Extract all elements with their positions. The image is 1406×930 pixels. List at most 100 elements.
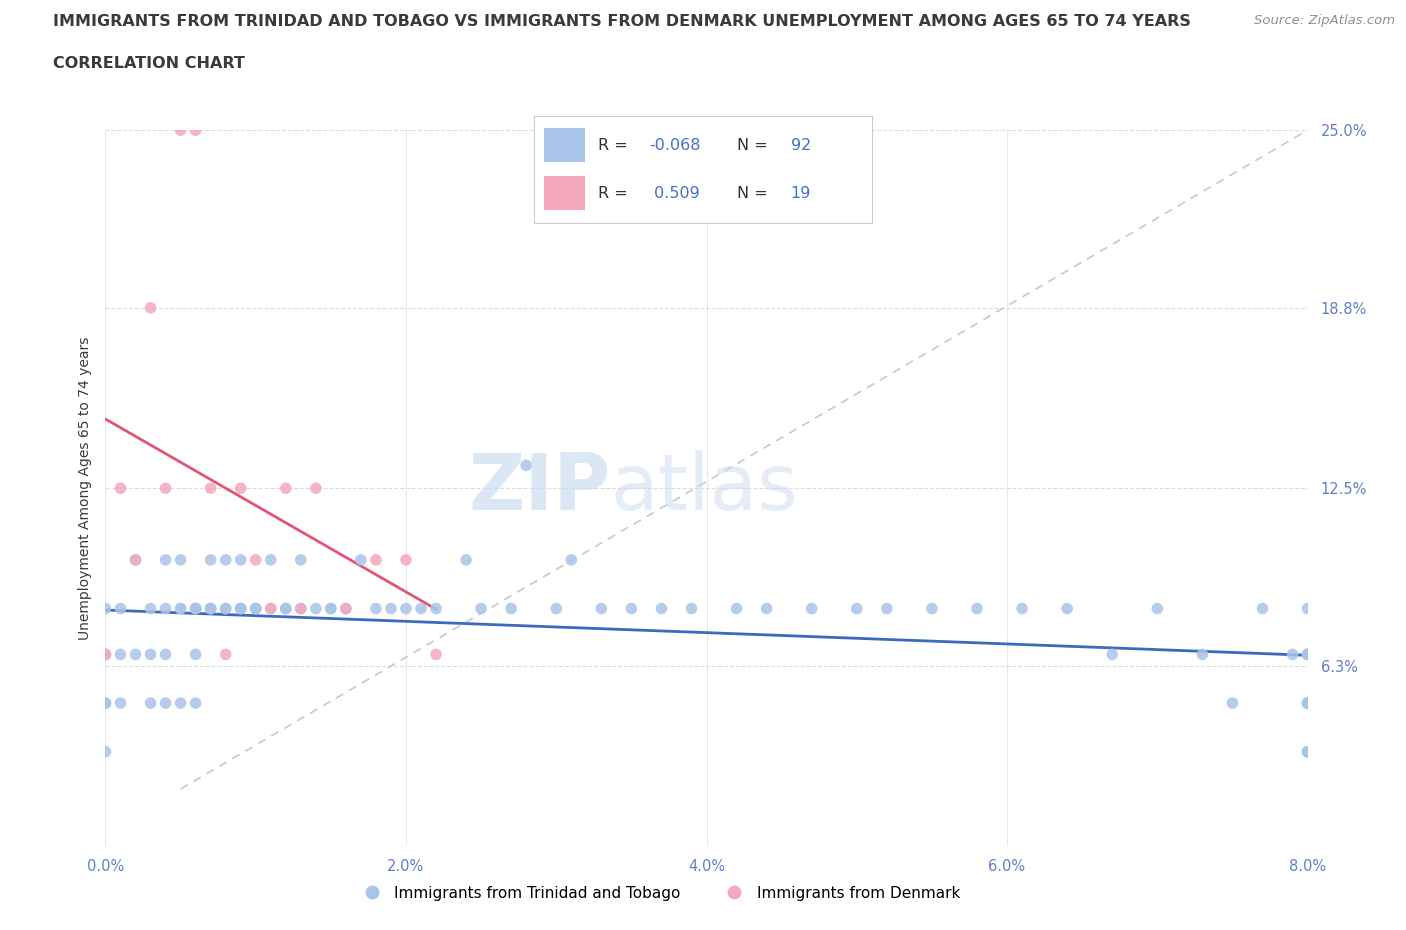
Point — [454, 552, 477, 567]
Text: Source: ZipAtlas.com: Source: ZipAtlas.com — [1254, 14, 1395, 27]
Point — [1101, 647, 1123, 662]
Point — [200, 481, 222, 496]
Point — [319, 601, 342, 616]
Point — [290, 601, 312, 616]
Point — [94, 647, 117, 662]
Text: 92: 92 — [790, 138, 811, 153]
Point — [200, 552, 222, 567]
Point — [169, 601, 191, 616]
Point — [966, 601, 988, 616]
Point — [425, 601, 447, 616]
Point — [1222, 696, 1244, 711]
Text: 0.509: 0.509 — [650, 186, 700, 201]
Point — [1296, 696, 1319, 711]
Point — [155, 552, 177, 567]
Text: CORRELATION CHART: CORRELATION CHART — [53, 56, 245, 71]
Point — [620, 601, 643, 616]
Point — [155, 601, 177, 616]
Point — [184, 696, 207, 711]
Point — [245, 601, 267, 616]
Point — [260, 552, 283, 567]
Point — [124, 647, 146, 662]
Point — [1296, 696, 1319, 711]
Point — [1296, 601, 1319, 616]
Point — [1296, 744, 1319, 759]
Point — [200, 601, 222, 616]
Point — [425, 647, 447, 662]
Point — [184, 601, 207, 616]
Point — [1011, 601, 1033, 616]
Point — [200, 601, 222, 616]
Point — [139, 647, 162, 662]
Point — [1296, 744, 1319, 759]
Point — [290, 601, 312, 616]
Point — [364, 601, 387, 616]
Point — [364, 552, 387, 567]
Point — [94, 647, 117, 662]
Point — [155, 481, 177, 496]
Point — [681, 601, 703, 616]
Point — [1281, 647, 1303, 662]
Point — [94, 696, 117, 711]
Point — [560, 552, 582, 567]
Point — [1296, 647, 1319, 662]
Point — [395, 552, 418, 567]
Text: ZIP: ZIP — [468, 450, 610, 526]
Point — [546, 601, 568, 616]
Point — [94, 696, 117, 711]
Point — [1056, 601, 1078, 616]
Point — [335, 601, 357, 616]
Point — [139, 601, 162, 616]
Point — [245, 601, 267, 616]
Point — [169, 123, 191, 138]
Point — [305, 601, 328, 616]
Point — [1296, 647, 1319, 662]
Point — [1146, 601, 1168, 616]
Text: IMMIGRANTS FROM TRINIDAD AND TOBAGO VS IMMIGRANTS FROM DENMARK UNEMPLOYMENT AMON: IMMIGRANTS FROM TRINIDAD AND TOBAGO VS I… — [53, 14, 1191, 29]
Point — [260, 601, 283, 616]
Point — [319, 601, 342, 616]
Point — [214, 601, 236, 616]
Point — [110, 481, 132, 496]
Point — [229, 601, 252, 616]
Text: R =: R = — [599, 186, 633, 201]
Text: 19: 19 — [790, 186, 811, 201]
Point — [169, 601, 191, 616]
Legend: Immigrants from Trinidad and Tobago, Immigrants from Denmark: Immigrants from Trinidad and Tobago, Imm… — [350, 880, 967, 907]
Point — [725, 601, 748, 616]
Point — [335, 601, 357, 616]
Point — [305, 481, 328, 496]
Point — [214, 647, 236, 662]
Y-axis label: Unemployment Among Ages 65 to 74 years: Unemployment Among Ages 65 to 74 years — [77, 337, 91, 640]
Point — [245, 552, 267, 567]
Point — [350, 552, 373, 567]
Point — [184, 123, 207, 138]
Point — [94, 601, 117, 616]
Point — [169, 552, 191, 567]
Point — [155, 647, 177, 662]
Text: -0.068: -0.068 — [650, 138, 700, 153]
Point — [214, 601, 236, 616]
Point — [229, 552, 252, 567]
Point — [515, 458, 537, 472]
Point — [1251, 601, 1274, 616]
Point — [274, 481, 297, 496]
Point — [214, 552, 236, 567]
Point — [155, 696, 177, 711]
Text: atlas: atlas — [610, 450, 797, 526]
Point — [1296, 744, 1319, 759]
Point — [290, 552, 312, 567]
Point — [1296, 647, 1319, 662]
Point — [139, 300, 162, 315]
Point — [260, 601, 283, 616]
Point — [650, 601, 672, 616]
Point — [124, 552, 146, 567]
Text: N =: N = — [737, 186, 773, 201]
Point — [800, 601, 823, 616]
Point — [200, 601, 222, 616]
Point — [229, 601, 252, 616]
Point — [591, 601, 613, 616]
Point — [169, 696, 191, 711]
Point — [921, 601, 943, 616]
Point — [110, 696, 132, 711]
